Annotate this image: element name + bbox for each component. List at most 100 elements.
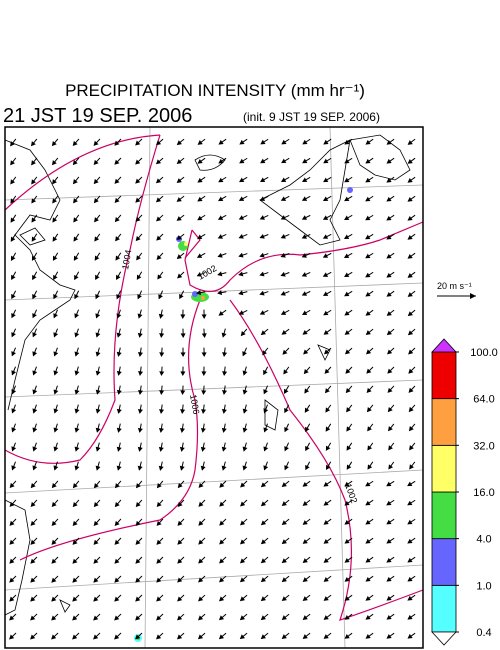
wind-arrow-head [217,290,223,296]
wind-arrow-head [260,539,267,545]
wind-arrow-head [155,140,162,146]
wind-arrow-head [260,158,266,164]
wind-arrow-head [93,539,99,545]
wind-arrow-head [93,596,99,602]
map: 1004 1002 1006 1002 [4,126,424,649]
wind-arrow-head [53,332,59,338]
wind-arrow-head [32,274,37,281]
wind-arrow-head [259,271,265,277]
wind-arrow-head [344,557,350,563]
wind-arrow-head [367,445,373,451]
wind-arrow-head [407,234,413,240]
wind-arrow-head [325,445,331,451]
wind-arrow-head [388,464,394,470]
wind-arrow-head [201,352,207,358]
wind-arrow-head [197,158,203,164]
wind-arrow-head [260,615,266,621]
wind-arrow-head [180,333,186,339]
wind-arrow-head [386,633,392,639]
wind-arrow-head [95,370,101,376]
wind-arrow-head [259,233,265,239]
wind-arrow-head [407,159,413,164]
wind-arrow-head [284,407,289,414]
wind-arrow-head [116,446,122,452]
wind-arrow-head [114,615,120,621]
wind-arrow-head [386,234,392,240]
wind-arrow-head [74,446,80,452]
wind-arrow-head [135,159,141,165]
wind-arrow-head [218,310,224,316]
wind-arrow-head [197,215,203,221]
wind-arrow-head [409,445,414,451]
wind-arrow-head [95,446,101,452]
wind-arrow-head [242,408,248,414]
wind-arrow-head [177,501,183,507]
wind-arrow-head [30,482,36,489]
wind-arrow-head [31,217,37,223]
colorbar-label: 0.4 [476,627,491,639]
wind-arrow-head [281,615,287,621]
wind-arrow-head [116,332,122,338]
wind-arrow-head [407,292,413,297]
wind-arrow-head [31,255,37,261]
wind-arrow-head [239,177,245,183]
wind-arrow-head [135,197,141,203]
wind-arrow-head [305,445,310,452]
wind-arrow-head [259,196,266,201]
wind-vectors [9,138,416,640]
wind-arrow-head [324,349,330,355]
wind-arrow-head [280,177,287,182]
wind-arrow-head [281,501,287,507]
wind-arrow-head [30,501,36,507]
wind-arrow-head [218,139,224,145]
wind-arrow-head [365,576,371,582]
wind-arrow-head [386,272,392,278]
wind-arrow-head [365,177,371,183]
wind-arrow-head [176,197,182,202]
wind-arrow-head [135,235,141,242]
wind-arrow-head [198,520,204,526]
wind-arrow-head [366,387,372,393]
wind-arrow-head [180,352,186,358]
wind-arrow-head [219,558,225,564]
wind-arrow-head [115,255,121,261]
wind-arrow-head [218,158,224,164]
wind-arrow-head [159,371,165,377]
wind-arrow-head [281,539,287,545]
colorbar-segment [431,351,457,400]
title: PRECIPITATION INTENSITY (mm hr⁻¹) [65,81,365,100]
wind-arrow-head [135,577,141,583]
wind-arrow-head [156,501,162,508]
wind-arrow-head [263,446,269,452]
wind-arrow-head [239,634,245,640]
wind-arrow-head [51,596,57,602]
wind-arrow-head [156,254,162,260]
wind-arrow-head [9,482,15,489]
wind-arrow-head [302,520,308,525]
colorbar-segment [431,584,457,633]
wind-arrow-head [10,179,16,185]
wind-arrow-head [280,196,287,201]
wind-arrow-head [280,290,286,296]
wind-arrow-head [262,350,267,356]
wind-arrow-head [94,236,100,242]
wind-arrow-head [177,539,183,545]
wind-arrow-head [177,596,183,602]
wind-arrow-head [409,464,414,470]
wind-arrow-head [344,158,350,164]
wind-arrow-head [240,330,246,337]
wind-arrow-head [386,158,392,164]
wind-arrow-head [221,446,227,452]
wind-arrow-head [201,409,207,414]
wind-arrow-head [72,577,78,583]
wind-arrow-head [114,634,120,640]
wind-arrow-head [135,178,141,184]
wind-arrow-head [387,426,393,432]
wind-arrow-head [281,634,287,640]
wind-arrow-head [176,159,182,165]
wind-arrow-head [53,313,58,319]
wind-arrow-head [242,465,248,471]
wind-arrow-head [407,633,413,639]
wind-arrow-head [93,520,99,527]
wind-arrow-head [201,333,207,339]
